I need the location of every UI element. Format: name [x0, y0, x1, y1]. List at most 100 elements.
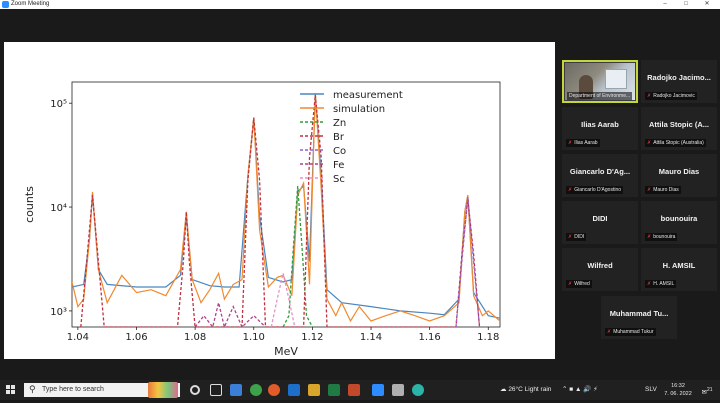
participant-tile[interactable]: Radojko Jacimo... ✗ Radojko Jacimovic [641, 60, 717, 103]
zoom-taskbar-icon[interactable] [372, 384, 384, 396]
maximize-button[interactable]: □ [684, 1, 688, 7]
outlook-icon[interactable] [288, 384, 300, 396]
plot-frame [71, 81, 501, 328]
participant-tag-label: Radojko Jacimovic [653, 93, 695, 99]
clock-date: 7. 06. 2022 [664, 391, 692, 397]
participant-tile[interactable]: Muhammad Tu... ✗ Muhammad Tukur [601, 296, 677, 339]
series-line-zn [282, 185, 313, 327]
notifications-icon[interactable]: ✉21 [701, 387, 713, 397]
x-tick-label: 1.10 [243, 332, 265, 343]
participant-tile[interactable]: DIDI ✗ DIDI [562, 201, 638, 244]
system-clock[interactable]: 16:32 7. 06. 2022 [664, 382, 692, 398]
participant-tag: ✗ Ilias Aarab [566, 139, 600, 147]
participant-tile[interactable]: Wilfred ✗ Wilfred [562, 248, 638, 291]
participant-tag: ✗ Radojko Jacimovic [645, 92, 697, 100]
participant-name: DIDI [592, 214, 608, 223]
participant-tag-label: Giancarlo D'Agostino [574, 187, 622, 193]
participant-tag: ✗ H. AMSIL [645, 280, 677, 288]
weather-text: 26°C Light rain [508, 386, 552, 393]
series-line-co [455, 196, 481, 327]
series-line-fe [194, 302, 266, 327]
participant-tag: ✗ DIDI [566, 233, 587, 241]
mic-muted-icon: ✗ [647, 187, 652, 193]
participant-name: bounouira [660, 214, 698, 223]
participant-tile[interactable]: Giancarlo D'Ag... ✗ Giancarlo D'Agostino [562, 154, 638, 197]
y-axis-label: counts [23, 186, 36, 223]
y-tick-label: 10³ [50, 307, 67, 318]
participant-tile[interactable]: bounouira ✗ bounouira [641, 201, 717, 244]
x-tick-label: 1.06 [125, 332, 147, 343]
taskbar-search[interactable]: ⚲ Type here to search [24, 383, 180, 397]
participant-tag: ✗ bounouira [645, 233, 678, 241]
minimize-button[interactable]: – [663, 1, 667, 7]
participant-name: Attila Stopic (A... [649, 120, 709, 129]
participant-tag: ✗ Muhammad Tukur [605, 328, 656, 336]
powerpoint-icon[interactable] [348, 384, 360, 396]
app-icon[interactable] [392, 384, 404, 396]
participant-tile[interactable]: Ilias Aarab ✗ Ilias Aarab [562, 107, 638, 150]
close-button[interactable]: ✕ [704, 1, 710, 7]
series-line-measurement [72, 94, 500, 319]
participant-tag: ✗ Giancarlo D'Agostino [566, 186, 624, 194]
taskbar: ⚲ Type here to search ☁ 26°C Light rain … [0, 380, 720, 400]
participant-name: Wilfred [587, 261, 613, 270]
mic-muted-icon: ✗ [568, 281, 573, 287]
legend-label: simulation [333, 104, 385, 115]
series-line-simulation [72, 93, 500, 323]
file-explorer-icon[interactable] [308, 384, 320, 396]
participant-tag-label: Muhammad Tukur [613, 329, 654, 335]
cloud-rain-icon: ☁ [500, 386, 507, 393]
participant-tag-label: H. AMSIL [653, 281, 675, 287]
mic-muted-icon: ✗ [568, 187, 573, 193]
search-placeholder: Type here to search [42, 386, 104, 393]
clock-time: 16:32 [671, 383, 685, 389]
legend-label: Fe [333, 160, 344, 171]
x-tick-label: 1.14 [360, 332, 382, 343]
x-tick-label: 1.18 [477, 332, 499, 343]
participant-name: Ilias Aarab [581, 120, 619, 129]
mic-muted-icon: ✗ [647, 93, 652, 99]
mic-muted-icon: ✗ [568, 140, 573, 146]
participant-tag-label: Ilias Aarab [574, 140, 598, 146]
x-tick-label: 1.08 [184, 332, 206, 343]
participant-tag: ✗ Mauro Dias [645, 186, 681, 194]
participant-name: Muhammad Tu... [609, 309, 669, 318]
firefox-icon[interactable] [268, 384, 280, 396]
mic-muted-icon: ✗ [607, 329, 612, 335]
participant-tag-label: DIDI [574, 234, 585, 240]
participant-tile[interactable]: Attila Stopic (A... ✗ Attila Stopic (Aust… [641, 107, 717, 150]
series-line-sc [270, 273, 296, 327]
window-title: Zoom Meeting [11, 1, 50, 7]
legend-label: Br [333, 132, 345, 143]
edge-icon[interactable] [230, 384, 242, 396]
spectrum-chart: 1.04 1.06 1.08 1.10 1.12 1.14 1.16 1.18 10³ 10⁴ 10… [23, 81, 501, 358]
legend-label: Co [333, 146, 346, 157]
excel-icon[interactable] [328, 384, 340, 396]
series-line-br [80, 94, 481, 327]
zoom-icon [2, 1, 9, 8]
participant-tag-label: Attila Stopic (Australia) [653, 140, 704, 146]
participant-tile[interactable]: Department of Environme... [562, 60, 638, 103]
skype-icon[interactable] [412, 384, 424, 396]
language-indicator[interactable]: SLV [645, 386, 657, 393]
legend-label: measurement [333, 90, 403, 101]
participant-tag: ✗ Attila Stopic (Australia) [645, 139, 706, 147]
mic-muted-icon: ✗ [568, 234, 573, 240]
windows-start-icon[interactable] [6, 385, 16, 395]
notification-count: 21 [706, 387, 713, 393]
participant-tile[interactable]: Mauro Dias ✗ Mauro Dias [641, 154, 717, 197]
legend-label: Sc [333, 174, 345, 185]
participant-name: Giancarlo D'Ag... [569, 167, 631, 176]
flowers-graphic [148, 382, 178, 398]
participant-name: Mauro Dias [658, 167, 700, 176]
participant-name: H. AMSIL [662, 261, 696, 270]
participant-tag-label: Wilfred [574, 281, 590, 287]
meeting-stage: 1.04 1.06 1.08 1.10 1.12 1.14 1.16 1.18 10³ 10⁴ 10… [0, 9, 720, 380]
chrome-icon[interactable] [250, 384, 262, 396]
weather-widget[interactable]: ☁ 26°C Light rain [500, 380, 551, 400]
participant-tile[interactable]: H. AMSIL ✗ H. AMSIL [641, 248, 717, 291]
cortana-icon[interactable] [190, 385, 200, 395]
task-view-icon[interactable] [210, 384, 222, 396]
participant-tag-label: bounouira [653, 234, 676, 240]
system-tray-icons[interactable]: ⌃ ■ ▲ 🔊 ⚡ [562, 386, 598, 393]
